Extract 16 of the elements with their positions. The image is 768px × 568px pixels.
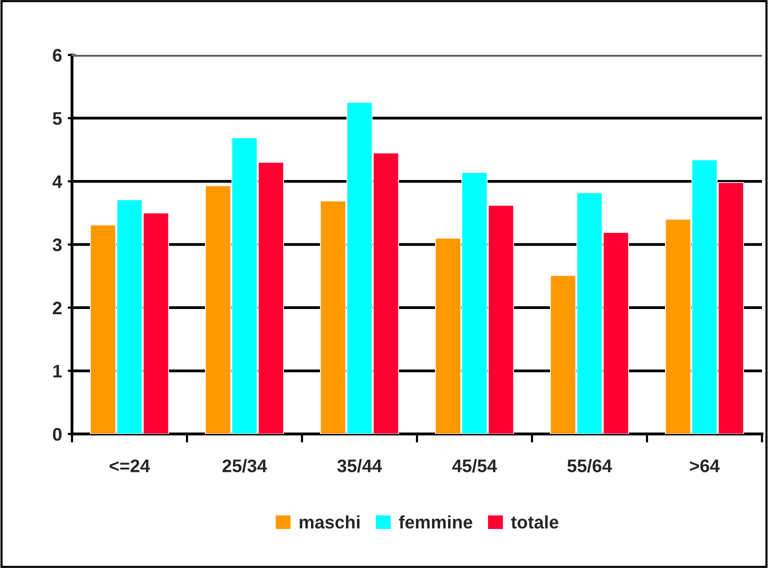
x-tick-label: <=24 — [110, 459, 150, 472]
x-tick-label: >64 — [690, 459, 720, 472]
y-tick-label: 2 — [52, 302, 62, 314]
y-tick-label: 3 — [52, 238, 62, 252]
legend-label: maschi — [300, 515, 360, 529]
legend-label: totale — [511, 515, 558, 529]
legend-label: femmine — [398, 515, 472, 529]
y-tick-label: 0 — [52, 428, 62, 441]
y-tick-label: 4 — [52, 175, 62, 188]
x-tick-label: 55/64 — [567, 459, 612, 472]
y-tick-label: 1 — [53, 364, 62, 378]
x-tick-label: 25/34 — [222, 459, 267, 472]
y-tick-label: 6 — [52, 48, 62, 62]
y-tick-label: 5 — [52, 112, 62, 125]
x-tick-label: 45/54 — [452, 459, 497, 472]
x-tick-label: 35/44 — [337, 459, 382, 472]
